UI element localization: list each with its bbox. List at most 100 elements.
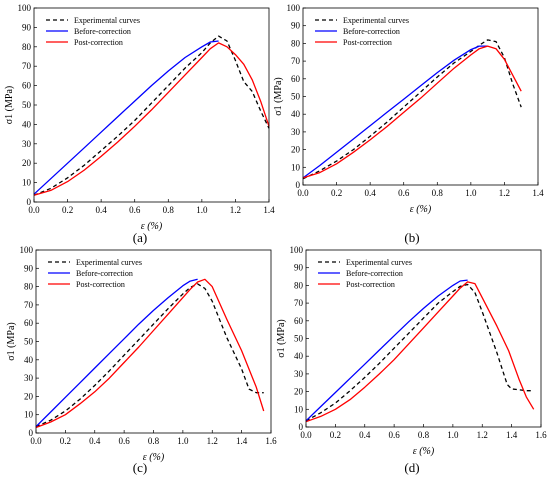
- chart-panel-2: 0 10 20 30 40 50 60 70 80 90 100 0.0 0.2 0.4 0.6 0.8 1.0…: [273, 3, 544, 245]
- y-tick-label: 10: [22, 178, 32, 188]
- y-tick-label: 50: [22, 100, 32, 110]
- y-tick-label: 40: [22, 119, 32, 129]
- series-line-1: [305, 283, 534, 422]
- panel-label: (b): [404, 230, 419, 245]
- y-tick-label: 60: [22, 81, 32, 91]
- x-tick-label: 1.4: [263, 205, 275, 215]
- legend-label-3: Post-correction: [76, 280, 125, 289]
- x-tick-label: 0.2: [330, 430, 341, 440]
- x-tick-label: 1.2: [499, 188, 510, 198]
- x-tick-label: 0.2: [62, 205, 73, 215]
- x-axis-title: ε (%): [143, 452, 165, 463]
- y-tick-label: 60: [291, 74, 301, 84]
- x-tick-label: 1.0: [177, 436, 189, 446]
- x-tick-label: 1.4: [236, 436, 248, 446]
- chart-panel-1: 0 10 20 30 40 50 60 70 80 90 100 0.0 0.2 0.4 0.6 0.8 1.0…: [4, 3, 275, 245]
- y-tick-label: 60: [294, 316, 304, 326]
- legend-label-2: Before-correction: [343, 27, 400, 36]
- y-tick-label: 30: [22, 139, 32, 149]
- x-tick-label: 1.0: [196, 205, 208, 215]
- y-tick-label: 20: [24, 391, 34, 401]
- legend-label-2: Before-correction: [74, 27, 131, 36]
- x-tick-label: 1.2: [477, 430, 488, 440]
- y-tick-label: 20: [22, 158, 32, 168]
- x-tick-label: 0.8: [418, 430, 430, 440]
- series-line-3: [305, 281, 535, 423]
- y-tick-label: 10: [291, 162, 301, 172]
- y-axis-title: σ1 (MPa): [4, 86, 15, 124]
- series-line-2: [302, 45, 488, 179]
- x-tick-label: 1.6: [265, 436, 277, 446]
- x-tick-label: 1.0: [465, 188, 477, 198]
- legend-label-2: Before-correction: [346, 269, 403, 278]
- legend-label-1: Experimental curves: [346, 258, 412, 267]
- series-line-2: [305, 279, 468, 422]
- panel-label: (c): [133, 460, 147, 475]
- y-tick-label: 30: [291, 127, 301, 137]
- panel-label: (a): [133, 230, 147, 245]
- x-axis-title: ε (%): [141, 221, 163, 232]
- y-tick-label: 80: [24, 282, 34, 292]
- series-line-3: [35, 278, 265, 429]
- y-tick-label: 20: [294, 387, 304, 397]
- y-tick-label: 90: [22, 22, 32, 32]
- legend-label-1: Experimental curves: [74, 16, 140, 25]
- legend-label-3: Post-correction: [74, 38, 123, 47]
- y-tick-label: 0: [29, 428, 34, 438]
- chart-panel-4: 0 10 20 30 40 50 60 70 80 90 100 0.0 0.2 0.4 0.6 0.8 1.0…: [276, 245, 547, 475]
- y-tick-label: 80: [22, 42, 32, 52]
- x-tick-label: 0.0: [297, 188, 309, 198]
- y-tick-label: 80: [291, 38, 301, 48]
- y-tick-label: 100: [287, 3, 301, 13]
- plot-frame: [35, 249, 272, 434]
- y-tick-label: 10: [294, 404, 304, 414]
- x-tick-label: 0.4: [359, 430, 371, 440]
- y-tick-label: 100: [20, 245, 34, 255]
- x-tick-label: 0.6: [129, 205, 141, 215]
- y-tick-label: 50: [24, 337, 34, 347]
- chart-panel-3: 0 10 20 30 40 50 60 70 80 90 100 0.0 0.2 0.4 0.6 0.8 1.0…: [6, 245, 277, 475]
- legend-label-3: Post-correction: [346, 280, 395, 289]
- y-tick-label: 20: [291, 145, 301, 155]
- y-tick-label: 60: [24, 318, 34, 328]
- legend-label-1: Experimental curves: [76, 258, 142, 267]
- y-tick-label: 0: [27, 197, 32, 207]
- series-line-2: [33, 40, 219, 195]
- x-tick-label: 0.0: [28, 205, 40, 215]
- x-tick-label: 1.4: [506, 430, 518, 440]
- legend-label-1: Experimental curves: [343, 16, 409, 25]
- x-tick-label: 0.2: [60, 436, 71, 446]
- y-tick-label: 90: [291, 21, 301, 31]
- x-tick-label: 1.2: [207, 436, 218, 446]
- x-tick-label: 0.4: [365, 188, 377, 198]
- x-tick-label: 1.6: [535, 430, 547, 440]
- x-tick-label: 0.4: [96, 205, 108, 215]
- series-line-3: [302, 45, 522, 179]
- x-tick-label: 1.4: [532, 188, 544, 198]
- legend-label-3: Post-correction: [343, 38, 392, 47]
- y-tick-label: 40: [24, 355, 34, 365]
- x-tick-label: 0.6: [389, 430, 401, 440]
- y-tick-label: 90: [294, 263, 304, 273]
- y-tick-label: 80: [294, 280, 304, 290]
- x-tick-label: 0.2: [331, 188, 342, 198]
- plot-frame: [305, 249, 542, 428]
- series-line-3: [33, 42, 270, 196]
- plot-frame: [302, 7, 539, 186]
- y-tick-label: 0: [299, 422, 304, 432]
- series-line-1: [302, 39, 522, 180]
- plot-frame: [33, 7, 270, 203]
- series-line-1: [33, 35, 270, 196]
- x-axis-title: ε (%): [413, 446, 435, 457]
- x-tick-label: 0.8: [432, 188, 444, 198]
- y-axis-title: σ1 (MPa): [6, 322, 17, 360]
- y-tick-label: 100: [18, 3, 32, 13]
- y-tick-label: 50: [291, 92, 301, 102]
- x-tick-label: 0.0: [300, 430, 312, 440]
- y-tick-label: 70: [291, 56, 301, 66]
- y-tick-label: 90: [24, 263, 34, 273]
- x-tick-label: 1.0: [447, 430, 459, 440]
- y-tick-label: 40: [291, 109, 301, 119]
- x-tick-label: 0.6: [119, 436, 131, 446]
